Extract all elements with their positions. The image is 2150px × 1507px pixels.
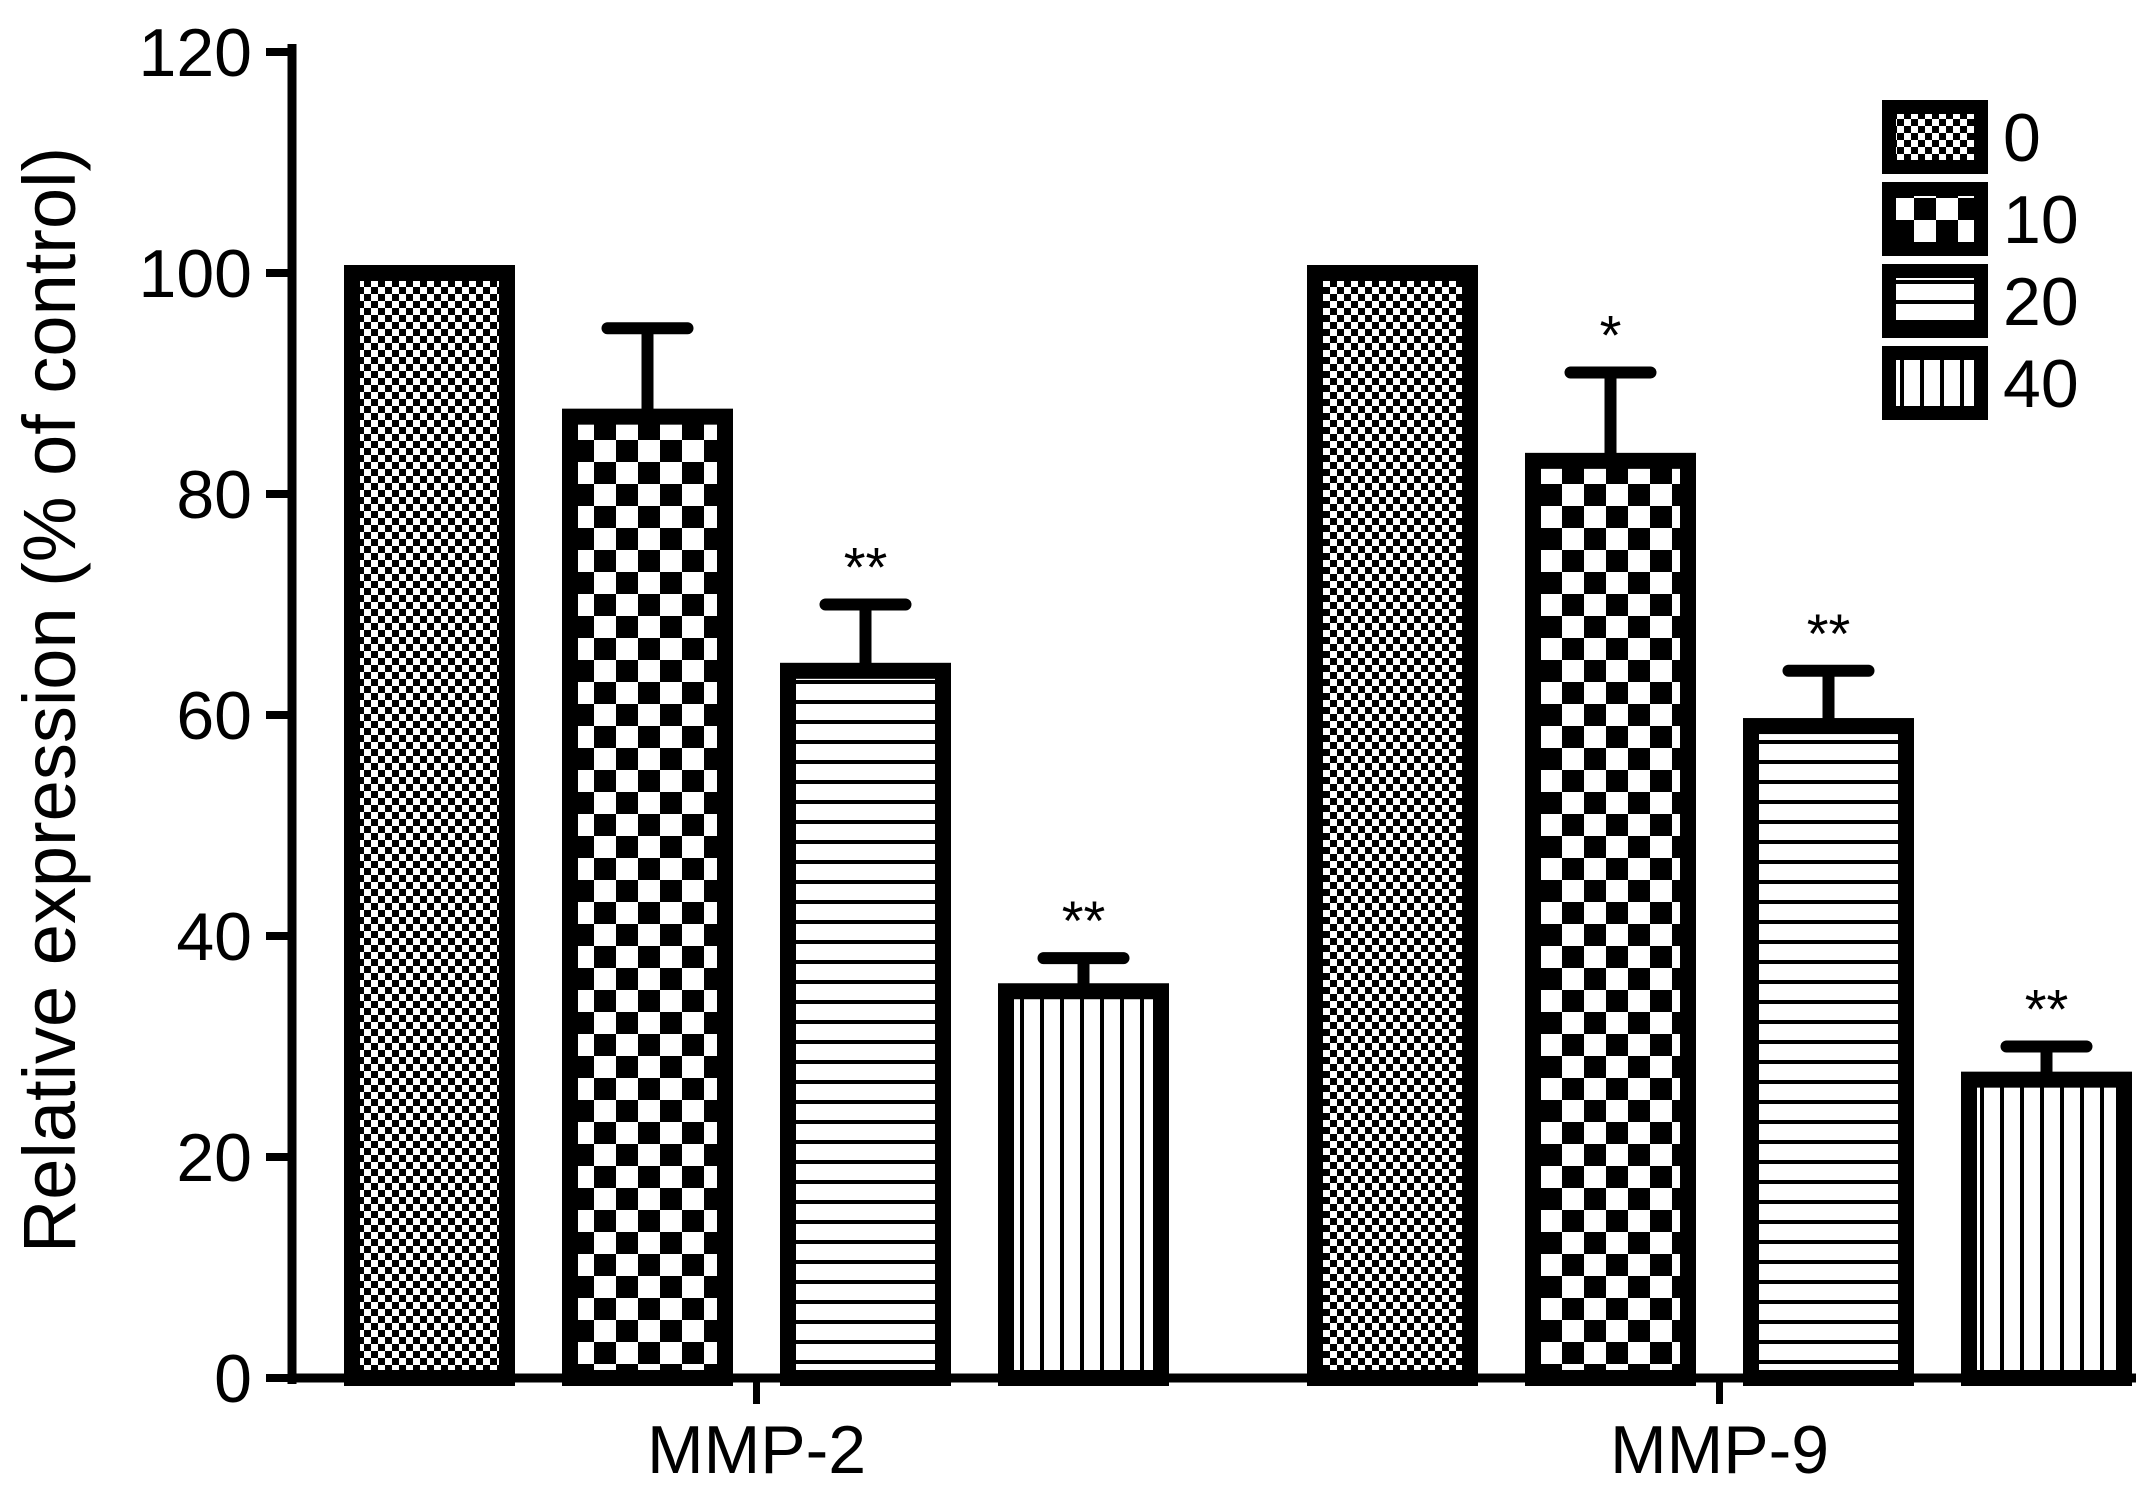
- y-tick-label: 100: [139, 236, 252, 312]
- bar-mmp-2-20: [780, 662, 951, 1386]
- significance-marker-mmp-2-40: **: [1062, 889, 1106, 952]
- bar-mmp-9-40: [1961, 1071, 2132, 1387]
- bar-mmp-9-10: [1525, 452, 1696, 1387]
- legend-label-40: 40: [2003, 346, 2079, 422]
- y-tick-label: 40: [176, 899, 252, 975]
- significance-marker-mmp-9-20: **: [1807, 602, 1851, 665]
- y-tick-label: 60: [176, 678, 252, 754]
- legend-swatch-20: [1882, 264, 1988, 338]
- y-tick-label: 80: [176, 457, 252, 533]
- bar-mmp-9-0: [1307, 265, 1478, 1386]
- bar-mmp-2-0: [344, 265, 515, 1386]
- bar-mmp-2-10: [562, 408, 733, 1386]
- y-tick-label: 0: [214, 1341, 252, 1417]
- significance-marker-mmp-9-40: **: [2025, 978, 2069, 1041]
- legend-swatch-40: [1882, 346, 1988, 420]
- legend-swatch-0: [1882, 100, 1988, 174]
- y-tick-label: 120: [139, 15, 252, 91]
- bar-mmp-9-20: [1743, 718, 1914, 1386]
- legend-label-0: 0: [2003, 100, 2041, 176]
- significance-marker-mmp-9-10: *: [1600, 303, 1622, 366]
- y-tick-label: 20: [176, 1120, 252, 1196]
- legend-label-20: 20: [2003, 264, 2079, 340]
- x-tick-label-mmp-2: MMP-2: [647, 1412, 866, 1488]
- significance-marker-mmp-2-20: **: [844, 536, 888, 599]
- y-axis-title: Relative expression (% of control): [8, 147, 91, 1253]
- legend-label-10: 10: [2003, 182, 2079, 258]
- x-tick-label-mmp-9: MMP-9: [1610, 1412, 1829, 1488]
- legend-swatch-10: [1882, 182, 1988, 256]
- bar-mmp-2-40: [998, 983, 1169, 1386]
